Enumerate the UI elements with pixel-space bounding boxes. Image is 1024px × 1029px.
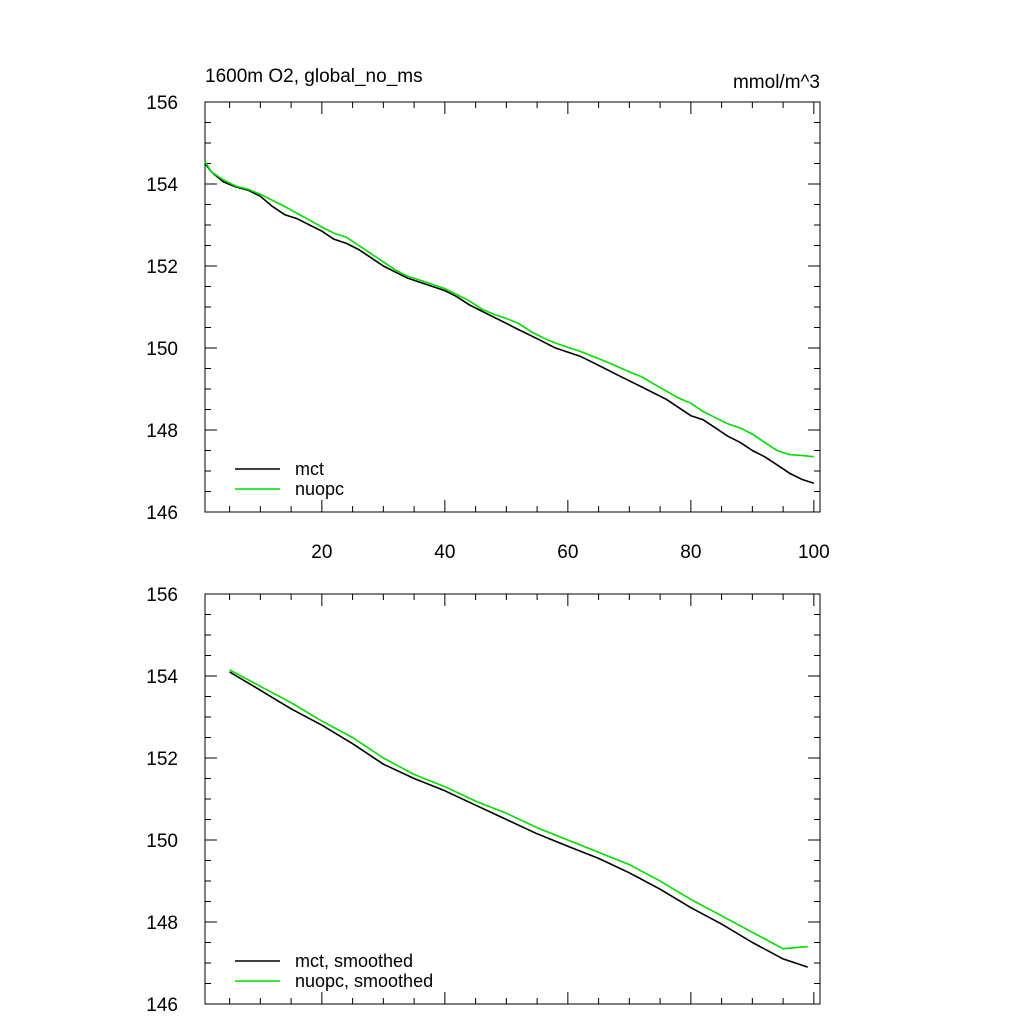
y-tick-label: 148: [146, 421, 178, 442]
y-ticks: [205, 593, 820, 1005]
legend-label-1: nuopc, smoothed: [295, 971, 433, 991]
y-tick-label: 154: [146, 175, 178, 196]
x-ticks: [229, 102, 815, 512]
legend-label-0: mct: [295, 459, 324, 479]
legend-label-1: nuopc: [295, 479, 344, 499]
panel-top: 146 148 150 152 154 156 20 40 60 80 100 1600m O2, g…: [146, 66, 829, 563]
y-tick-label: 150: [146, 831, 178, 852]
units-label: mmol/m^3: [733, 72, 820, 93]
x-tick-label: 20: [311, 542, 332, 563]
x-tick-label: 60: [557, 542, 578, 563]
legend-label-0: mct, smoothed: [295, 951, 413, 971]
x-tick-label: 40: [434, 542, 455, 563]
x-ticks: [229, 594, 815, 1004]
plot-frame: [204, 593, 821, 1005]
series-line-0: [204, 163, 815, 485]
x-tick-label: 100: [798, 542, 830, 563]
y-ticks: [205, 101, 820, 513]
chart-title: 1600m O2, global_no_ms: [205, 66, 423, 87]
y-tick-label: 150: [146, 339, 178, 360]
y-tick-label: 156: [146, 93, 178, 114]
series-line-1: [204, 160, 814, 458]
y-tick-label: 156: [146, 585, 178, 606]
series-line-0: [229, 671, 808, 968]
x-tick-label: 80: [680, 542, 701, 563]
series-line-1: [229, 669, 808, 950]
y-tick-label: 148: [146, 913, 178, 934]
y-tick-label: 146: [146, 503, 178, 524]
y-tick-label: 152: [146, 749, 178, 770]
y-tick-label: 146: [146, 995, 178, 1016]
y-tick-label: 154: [146, 667, 178, 688]
plot-frame: [204, 101, 821, 513]
y-tick-label: 152: [146, 257, 178, 278]
